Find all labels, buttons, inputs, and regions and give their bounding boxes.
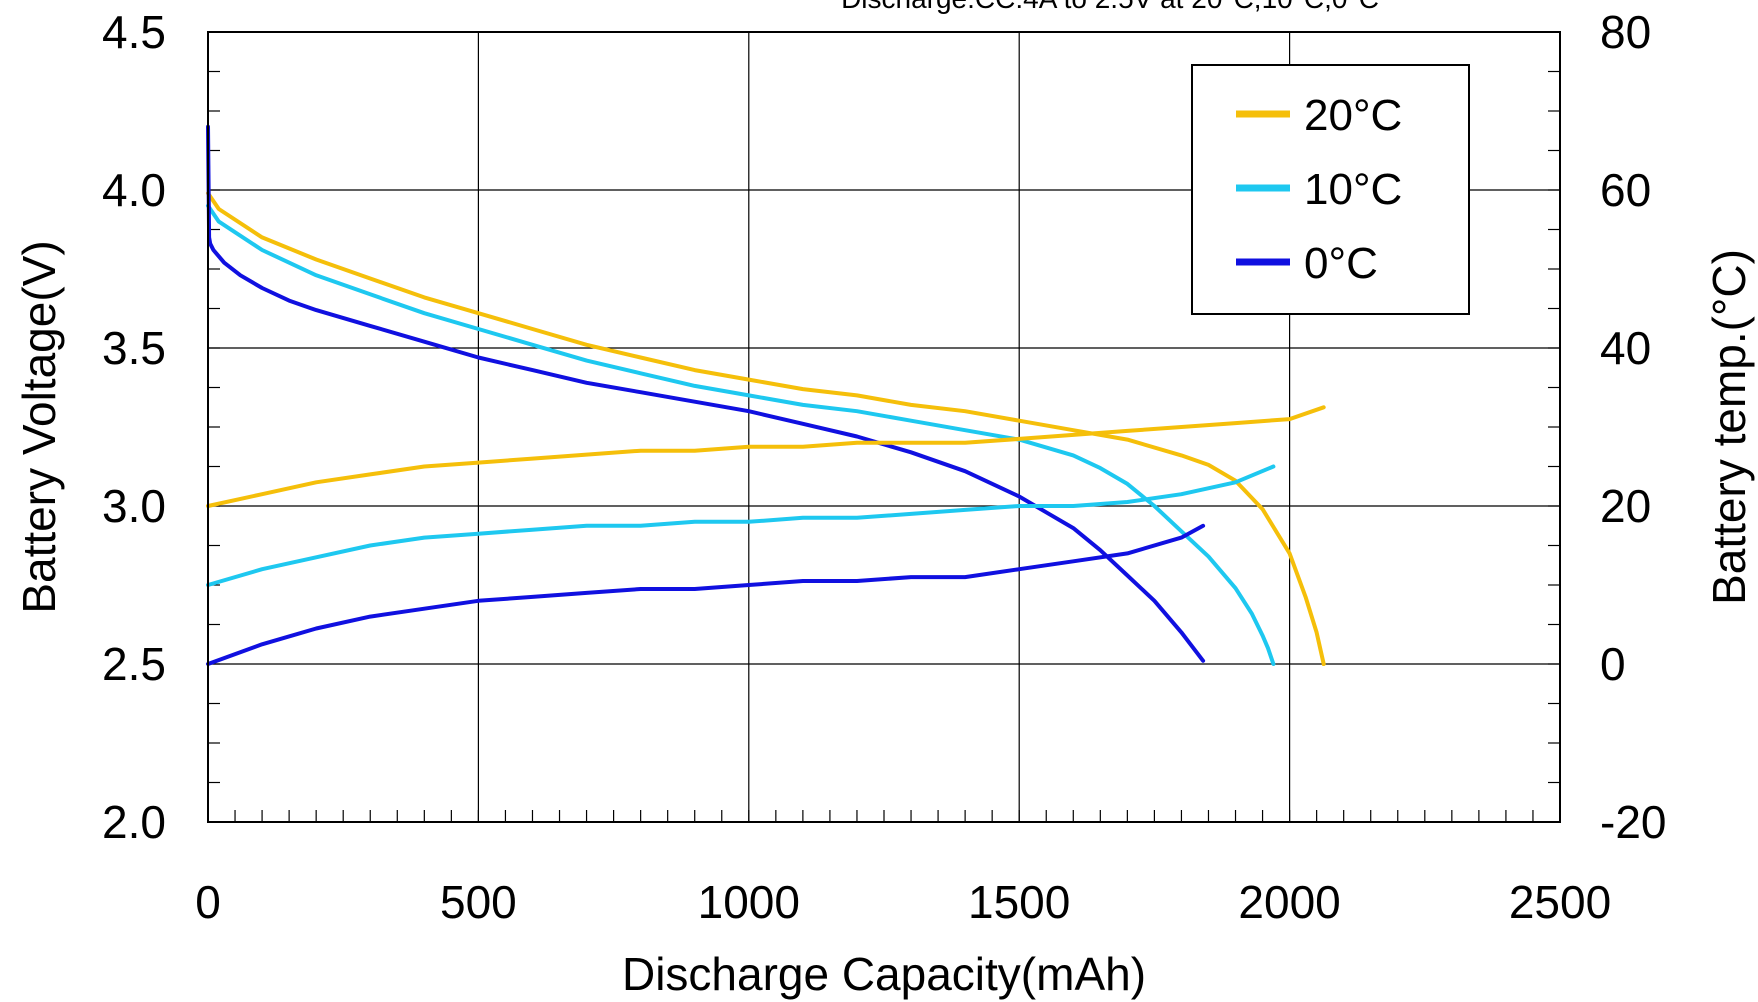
x-tick-label: 500 bbox=[440, 876, 517, 928]
y-tick-label: 4.0 bbox=[102, 164, 166, 216]
y-tick-label: 2.5 bbox=[102, 638, 166, 690]
y-tick-labels: 2.0 2.5 3.0 3.5 4.0 4.5 bbox=[102, 6, 166, 848]
minor-ticks bbox=[208, 70, 1560, 822]
series-line-voltage bbox=[206, 203, 1276, 666]
y2-tick-label: -20 bbox=[1600, 796, 1666, 848]
legend-label: 10°C bbox=[1304, 165, 1402, 214]
y-tick-label: 3.5 bbox=[102, 322, 166, 374]
y-axis-title: Battery Voltage(V) bbox=[13, 240, 65, 613]
legend: 20°C 10°C 0°C bbox=[1191, 64, 1470, 315]
x-tick-label: 0 bbox=[195, 876, 221, 928]
series-line-temperature bbox=[206, 464, 1276, 587]
y2-tick-label: 60 bbox=[1600, 164, 1651, 216]
x-tick-labels: 0 500 1000 1500 2000 2500 bbox=[195, 876, 1611, 928]
plot-frame bbox=[207, 31, 1561, 823]
y-tick-label: 3.0 bbox=[102, 480, 166, 532]
y2-axis-title: Battery temp.(°C) bbox=[1703, 249, 1755, 605]
series-lines bbox=[206, 124, 1326, 666]
series-line-voltage bbox=[206, 124, 1206, 663]
y2-tick-label: 80 bbox=[1600, 6, 1651, 58]
series-line-voltage bbox=[206, 191, 1326, 666]
series-line-temperature bbox=[206, 405, 1326, 508]
x-tick-label: 2000 bbox=[1238, 876, 1340, 928]
y2-tick-label: 40 bbox=[1600, 322, 1651, 374]
x-tick-label: 1500 bbox=[968, 876, 1070, 928]
y2-tick-label: 0 bbox=[1600, 638, 1626, 690]
y2-tick-labels: -20 0 20 40 60 80 bbox=[1600, 6, 1666, 848]
chart-title: Discharge:CC:4A to 2.5V at 20°C,10°C,0°C bbox=[841, 0, 1379, 14]
x-axis-title: Discharge Capacity(mAh) bbox=[622, 948, 1146, 1000]
x-tick-label: 1000 bbox=[698, 876, 800, 928]
legend-label: 20°C bbox=[1304, 91, 1402, 140]
series-line-temperature bbox=[206, 523, 1206, 666]
y2-tick-label: 20 bbox=[1600, 480, 1651, 532]
x-tick-label: 2500 bbox=[1509, 876, 1611, 928]
legend-label: 0°C bbox=[1304, 239, 1378, 288]
y-tick-label: 4.5 bbox=[102, 6, 166, 58]
y-tick-label: 2.0 bbox=[102, 796, 166, 848]
